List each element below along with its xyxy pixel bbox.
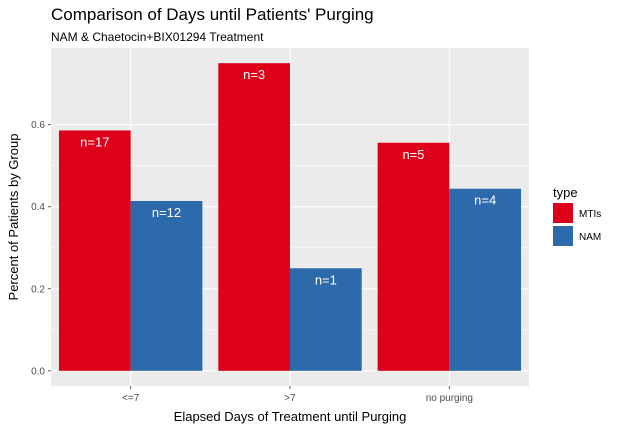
bar-nam [290,268,362,371]
y-axis-title: Percent of Patients by Group [6,134,21,301]
y-tick-label: 0.4 [31,202,45,213]
legend-key-mtis [553,203,573,223]
legend: type MTIs NAM [553,185,601,246]
y-tick-label: 0.6 [31,120,45,131]
x-tick-label: <=7 [122,393,140,404]
bar-value-label: n=4 [474,193,496,208]
bar-value-label: n=17 [80,134,109,149]
y-tick-label: 0.2 [31,284,45,295]
bar-value-label: n=12 [152,205,181,220]
legend-key-nam [553,226,573,246]
bar-mtis [58,130,131,371]
bar-nam [130,201,203,371]
bar-nam [449,188,522,371]
x-tick-label: >7 [284,393,296,404]
bars [58,63,522,371]
bar-value-label: n=1 [315,272,337,287]
legend-label-nam: NAM [579,232,601,243]
axes: 0.0 0.2 0.4 0.6 <=7 >7 no purging [31,120,473,404]
legend-label-mtis: MTIs [579,209,601,220]
chart-title: Comparison of Days until Patients' Purgi… [51,5,374,24]
bar-value-label: n=3 [243,67,265,82]
legend-title: type [553,185,578,200]
chart-subtitle: NAM & Chaetocin+BIX01294 Treatment [51,30,264,44]
bar-mtis [218,63,290,371]
bar-value-label: n=5 [402,147,424,162]
x-axis-title: Elapsed Days of Treatment until Purging [174,409,407,424]
y-tick-label: 0.0 [31,366,45,377]
bar-mtis [377,142,450,371]
x-tick-label: no purging [426,393,473,404]
bar-labels: n=17 n=3 n=5 n=12 n=1 n=4 [80,67,496,287]
